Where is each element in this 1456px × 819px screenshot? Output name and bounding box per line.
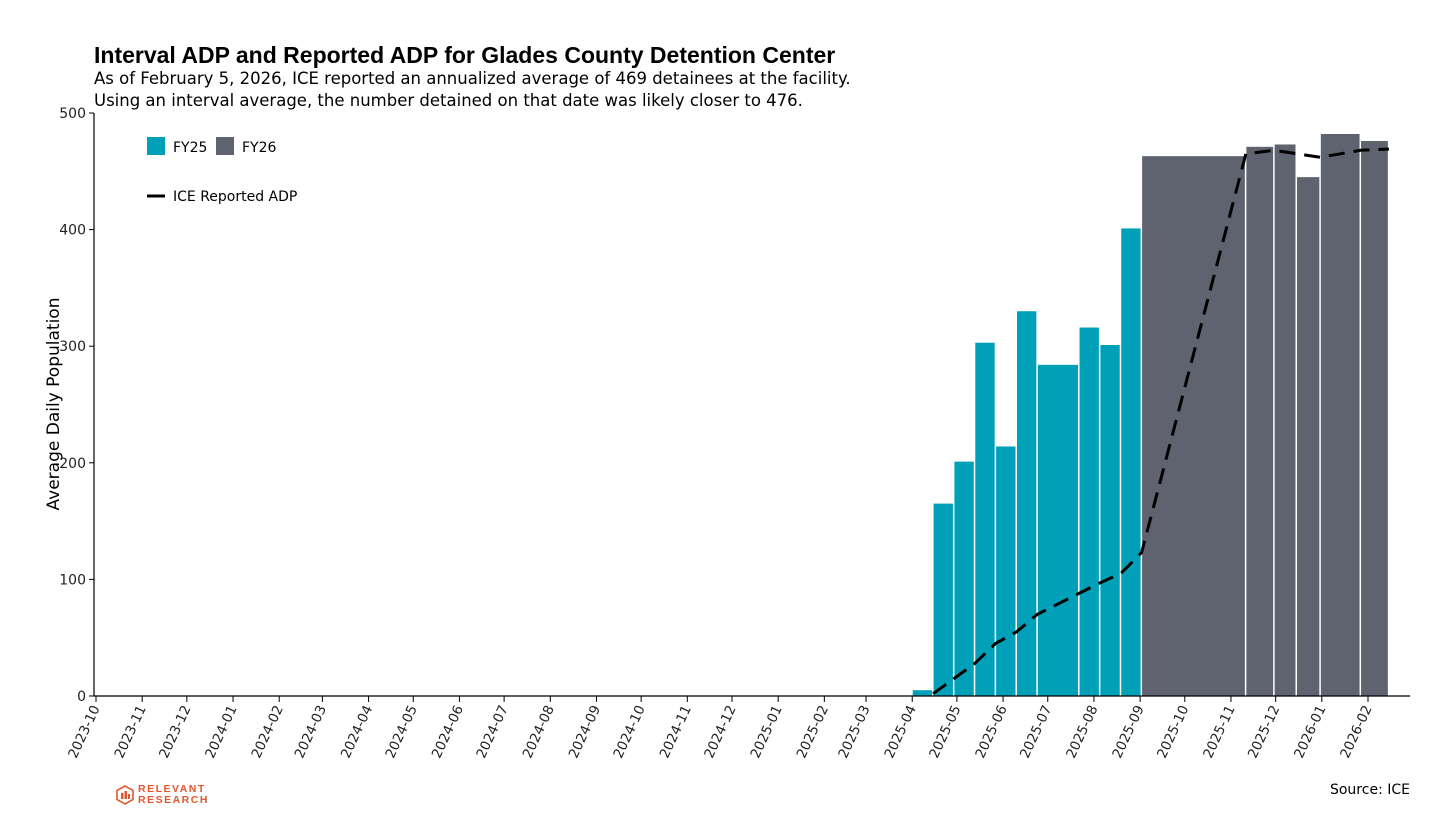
- bar-fy26-6: [1361, 140, 1388, 696]
- y-tick-label-500: 500: [59, 106, 86, 122]
- y-tick-label-200: 200: [59, 456, 86, 472]
- x-tick-label-2025-11: 2025-11: [1200, 703, 1238, 761]
- bar-fy26-2: [1246, 146, 1274, 697]
- x-tick-label-2024-07: 2024-07: [473, 703, 511, 761]
- x-tick-label-2024-12: 2024-12: [701, 703, 739, 761]
- line-layer: [932, 147, 1389, 695]
- x-tick-label-2024-10: 2024-10: [610, 703, 648, 761]
- chart-title: Interval ADP and Reported ADP for Glades…: [94, 42, 836, 68]
- x-tick-label-2024-05: 2024-05: [383, 703, 421, 761]
- bar-fy26-4: [1297, 177, 1320, 696]
- chart-subtitle: As of February 5, 2026, ICE reported an …: [94, 68, 851, 112]
- bar-fy25-9: [1100, 345, 1120, 696]
- x-tick-label-2025-09: 2025-09: [1109, 703, 1147, 761]
- x-tick-label-2024-01: 2024-01: [202, 703, 240, 761]
- logo-text: RELEVANT RESEARCH: [138, 784, 209, 806]
- x-tick-label-2025-10: 2025-10: [1154, 703, 1192, 761]
- legend-swatch-fy25: [147, 137, 165, 155]
- x-tick-label-2026-02: 2026-02: [1337, 703, 1375, 761]
- brand-logo: RELEVANT RESEARCH: [116, 784, 209, 806]
- x-tick-label-2025-07: 2025-07: [1017, 703, 1055, 761]
- x-tick-label-2024-04: 2024-04: [338, 703, 376, 761]
- legend-label-fy25: FY25: [173, 140, 207, 156]
- x-tick-label-2024-06: 2024-06: [429, 703, 467, 761]
- x-tick-label-2023-10: 2023-10: [65, 703, 103, 761]
- source-note: Source: ICE: [1329, 782, 1410, 798]
- legend-label-fy26: FY26: [242, 140, 277, 156]
- bar-fy25-7: [1037, 364, 1079, 696]
- x-tick-label-2025-06: 2025-06: [972, 703, 1010, 761]
- subtitle-line-2: Using an interval average, the number de…: [94, 91, 803, 110]
- bar-fy25-4: [975, 342, 995, 696]
- legend-swatch-fy26: [216, 137, 234, 155]
- bar-fy26-1: [1142, 156, 1245, 697]
- x-tick-label-2025-01: 2025-01: [747, 703, 785, 761]
- bar-fy25-10: [1121, 228, 1141, 696]
- x-tick-label-2025-03: 2025-03: [835, 703, 873, 761]
- x-tick-label-2024-11: 2024-11: [657, 703, 695, 761]
- x-tick-label-2024-08: 2024-08: [520, 703, 558, 761]
- bar-fy25-2: [933, 503, 953, 696]
- x-tick-label-2024-03: 2024-03: [292, 703, 330, 761]
- bar-fy25-8: [1079, 327, 1099, 696]
- y-tick-label-0: 0: [77, 689, 86, 705]
- bar-fy26-5: [1320, 133, 1360, 696]
- y-tick-label-100: 100: [59, 572, 86, 588]
- x-tick-label-2025-04: 2025-04: [882, 703, 920, 761]
- y-tick-label-400: 400: [59, 223, 86, 239]
- series-line-ice-reported-adp: [932, 147, 1389, 695]
- logo-line-2: RESEARCH: [138, 794, 209, 806]
- logo-line-1: RELEVANT: [138, 783, 206, 795]
- x-tick-label-2025-08: 2025-08: [1063, 703, 1101, 761]
- subtitle-line-1: As of February 5, 2026, ICE reported an …: [94, 69, 851, 88]
- bars-layer: [912, 133, 1388, 697]
- y-tick-label-300: 300: [59, 339, 86, 355]
- x-tick-label-2023-11: 2023-11: [111, 703, 149, 761]
- x-tick-label-2026-01: 2026-01: [1291, 703, 1329, 761]
- x-tick-label-2025-05: 2025-05: [926, 703, 964, 761]
- x-tick-label-2023-12: 2023-12: [156, 703, 194, 761]
- x-tick-label-2024-09: 2024-09: [566, 703, 604, 761]
- x-tick-label-2025-02: 2025-02: [794, 703, 832, 761]
- relevant-research-logo-icon: [116, 785, 134, 805]
- x-tick-label-2025-12: 2025-12: [1245, 703, 1283, 761]
- x-tick-label-2024-02: 2024-02: [248, 703, 286, 761]
- bar-fy25-5: [996, 446, 1016, 696]
- legend: FY25 FY26 ICE Reported ADP: [147, 137, 297, 205]
- bar-fy26-3: [1274, 144, 1296, 696]
- bar-fy25-6: [1016, 311, 1037, 696]
- legend-label-ice-reported-adp: ICE Reported ADP: [173, 189, 297, 205]
- bar-fy25-1: [912, 690, 933, 696]
- bar-fy25-3: [954, 461, 974, 696]
